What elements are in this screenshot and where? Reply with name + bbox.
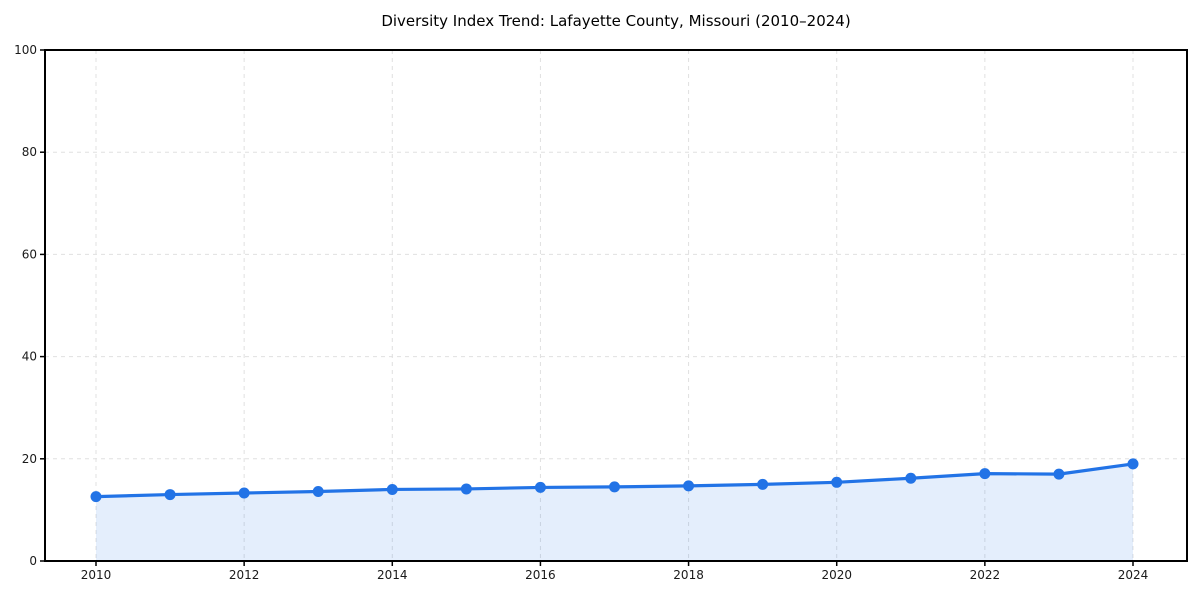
data-point-2010 [90,491,102,503]
data-point-2023 [1053,468,1065,480]
data-point-2016 [534,481,546,493]
data-point-2017 [609,481,620,493]
x-tick-label-2014: 2014 [377,568,408,582]
chart-title: Diversity Index Trend: Lafayette County,… [381,12,851,30]
y-tick-label-60: 60 [22,247,37,261]
data-point-2015 [460,483,472,495]
x-tick-label-2020: 2020 [821,568,852,582]
y-tick-label-0: 0 [29,554,37,568]
data-point-2022 [979,468,991,480]
data-point-2018 [683,480,695,492]
x-tick-label-2018: 2018 [673,568,704,582]
x-tick-label-2016: 2016 [525,568,556,582]
data-point-2020 [831,476,843,488]
y-tick-label-80: 80 [22,145,37,159]
data-point-2021 [905,472,917,484]
data-point-2013 [312,486,324,498]
data-point-2014 [386,483,398,495]
x-tick-label-2024: 2024 [1118,568,1149,582]
data-point-2024 [1127,458,1139,470]
data-point-2012 [238,487,250,499]
y-tick-label-100: 100 [14,43,37,57]
y-tick-label-20: 20 [22,452,37,466]
area-fill [96,463,1133,561]
data-point-2019 [757,478,769,490]
plot-border [44,49,1188,562]
x-tick-label-2010: 2010 [81,568,112,582]
data-point-2011 [164,489,176,501]
x-tick-label-2012: 2012 [229,568,260,582]
y-tick-label-40: 40 [22,350,37,364]
x-tick-label-2022: 2022 [970,568,1001,582]
